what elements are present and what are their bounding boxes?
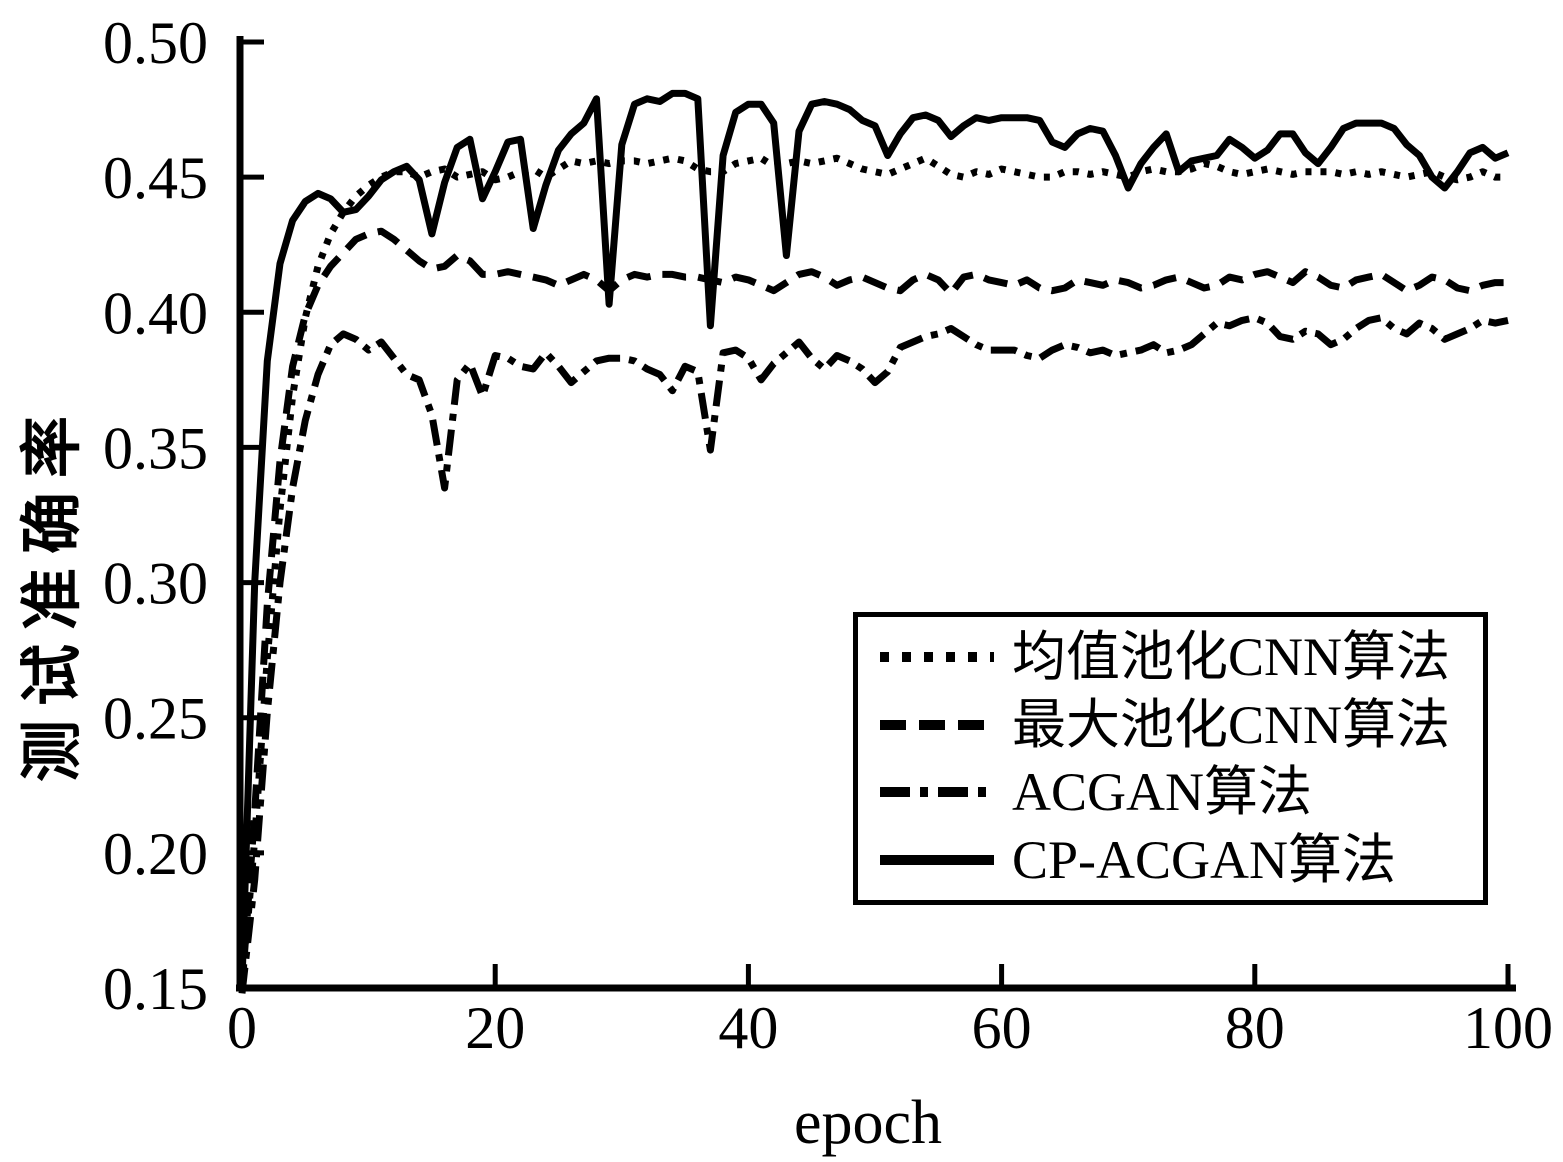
y-tick-label: 0.20 [103, 821, 208, 887]
legend-item: ACGAN算法 [858, 765, 1483, 819]
series-line-max-pool-cnn [238, 227, 1508, 989]
x-tick-label: 100 [1463, 995, 1553, 1061]
x-tick-label: 0 [227, 995, 257, 1061]
y-tick-label: 0.40 [103, 280, 208, 346]
y-axis-title: 测试准确率 [19, 401, 87, 783]
legend-label: CP-ACGAN算法 [1012, 830, 1397, 891]
legend-item: CP-ACGAN算法 [858, 833, 1483, 887]
legend: 均值池化CNN算法 最大池化CNN算法 ACGAN算法 CP-ACGAN算法 [853, 612, 1488, 905]
legend-label: 最大池化CNN算法 [1012, 694, 1451, 755]
x-axis-title: epoch [793, 1089, 943, 1157]
y-tick-label: 0.15 [103, 956, 208, 1022]
x-tick-label: 80 [1225, 995, 1285, 1061]
series-line-cp-acgan [238, 89, 1510, 983]
legend-label: 均值池化CNN算法 [1012, 626, 1451, 687]
y-tick-label: 0.30 [103, 551, 208, 617]
x-tick-label: 40 [718, 995, 778, 1061]
series-line-acgan [238, 314, 1509, 994]
solid-line-sample [880, 855, 994, 866]
dashed-line-sample [880, 719, 994, 730]
x-tick-label: 60 [972, 995, 1032, 1061]
series-line-mean-pool-cnn [238, 154, 1508, 989]
legend-item: 均值池化CNN算法 [858, 630, 1483, 684]
dashdot-line-sample [880, 787, 994, 798]
y-tick-label: 0.35 [103, 415, 208, 481]
y-tick-label: 0.50 [103, 10, 208, 76]
legend-item: 最大池化CNN算法 [858, 698, 1483, 752]
y-tick-label: 0.25 [103, 686, 208, 752]
y-tick-label: 0.45 [103, 145, 208, 211]
legend-label: ACGAN算法 [1012, 762, 1313, 823]
x-tick-label: 20 [465, 995, 525, 1061]
dotted-line-sample [880, 651, 994, 662]
